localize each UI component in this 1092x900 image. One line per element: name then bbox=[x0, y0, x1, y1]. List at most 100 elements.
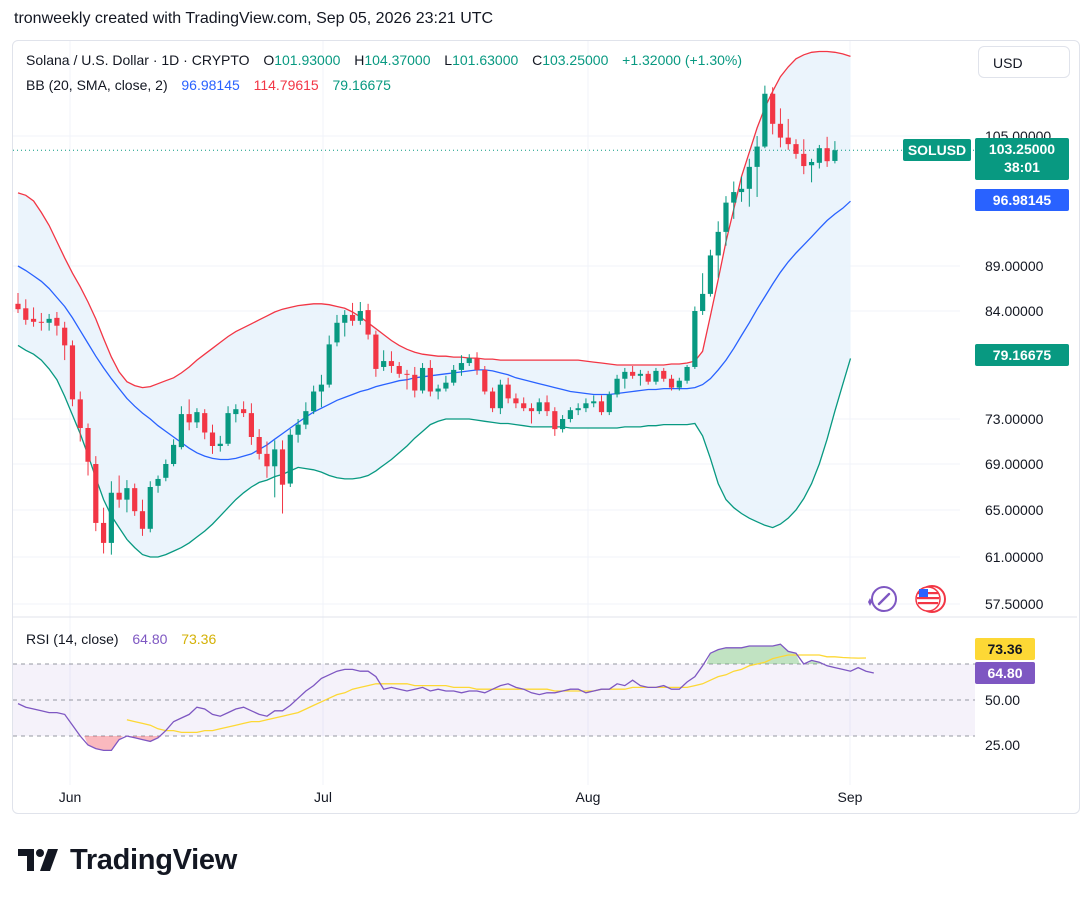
rsi-badge: 64.80 bbox=[975, 662, 1035, 684]
x-tick-label: Aug bbox=[576, 789, 601, 805]
y-tick-label: 73.00000 bbox=[985, 411, 1044, 427]
bb-lower-badge-bg bbox=[975, 344, 1069, 366]
candle-body bbox=[217, 443, 223, 446]
candle-body bbox=[209, 432, 216, 446]
rsi-ma-badge-text: 73.36 bbox=[987, 641, 1022, 657]
rsi-tick-label: 50.00 bbox=[985, 692, 1020, 708]
y-tick-label: 61.00000 bbox=[985, 549, 1044, 565]
candle-body bbox=[186, 414, 192, 423]
low-value: 101.63000 bbox=[452, 52, 519, 68]
rsi-ma-value: 73.36 bbox=[181, 631, 217, 647]
close-value: 103.25000 bbox=[542, 52, 609, 68]
bb-basis-line bbox=[17, 200, 851, 461]
bb-basis-badge-bg bbox=[975, 189, 1069, 211]
high-value: 104.37000 bbox=[364, 52, 431, 68]
bb-basis-badge: 96.98145 bbox=[975, 189, 1069, 211]
candle-body bbox=[373, 334, 379, 369]
candle-body bbox=[435, 388, 441, 392]
rsi-badge-bg bbox=[975, 662, 1035, 684]
last-price-badge-bg bbox=[975, 138, 1069, 180]
bb-label[interactable]: BB (20, SMA, close, 2) bbox=[26, 77, 168, 93]
candle-body bbox=[707, 255, 714, 294]
candle-body bbox=[451, 369, 457, 383]
last-price-badge-text: 103.25000 bbox=[989, 141, 1055, 157]
candle-body bbox=[489, 391, 496, 409]
tradingview-wordmark: TradingView bbox=[70, 843, 237, 876]
candle-body bbox=[552, 411, 558, 430]
candle-body bbox=[684, 366, 690, 381]
candle-body bbox=[163, 464, 169, 478]
currency-button[interactable]: USD bbox=[978, 46, 1070, 78]
candle-body bbox=[653, 370, 659, 382]
candle-body bbox=[793, 144, 799, 154]
rsi-value: 64.80 bbox=[132, 631, 168, 647]
candle-body bbox=[746, 166, 752, 189]
y-tick-label: 57.50000 bbox=[985, 596, 1044, 612]
us-flag-icon[interactable] bbox=[910, 583, 950, 620]
candle-body bbox=[676, 380, 682, 388]
candle-body bbox=[770, 93, 776, 124]
candle-body bbox=[233, 409, 239, 415]
rsi-tick-label: 25.00 bbox=[985, 737, 1020, 753]
tradingview-logo-icon bbox=[18, 849, 58, 871]
candle-body bbox=[505, 384, 511, 399]
candle-body bbox=[832, 150, 838, 161]
candle-body bbox=[155, 478, 161, 486]
bb-fill bbox=[18, 51, 851, 557]
candle-body bbox=[139, 511, 146, 529]
candle-body bbox=[645, 373, 651, 382]
candle-body bbox=[575, 408, 581, 411]
candle-body bbox=[497, 384, 503, 409]
candle-body bbox=[412, 374, 418, 391]
candle-body bbox=[606, 394, 612, 413]
candle-body bbox=[560, 419, 566, 430]
candle-body bbox=[801, 153, 807, 167]
candle-body bbox=[311, 391, 317, 412]
x-tick-label: Jun bbox=[59, 789, 82, 805]
candle-body bbox=[668, 378, 675, 388]
rsi-label[interactable]: RSI (14, close) bbox=[26, 631, 119, 647]
candle-body bbox=[171, 444, 177, 464]
candle-body bbox=[816, 148, 822, 163]
candle-body bbox=[124, 488, 130, 500]
candle-body bbox=[731, 192, 737, 203]
candle-body bbox=[108, 492, 114, 543]
candle-body bbox=[567, 410, 573, 419]
bb-upper-value: 114.79615 bbox=[253, 77, 319, 93]
bb-lower-value: 79.16675 bbox=[332, 77, 391, 93]
candle-body bbox=[723, 202, 729, 232]
rsi-ma-line bbox=[126, 654, 867, 734]
candle-body bbox=[318, 384, 325, 392]
rsi-ma-badge: 73.36 bbox=[975, 638, 1035, 660]
candle-body bbox=[357, 311, 363, 321]
candle-body bbox=[785, 137, 791, 145]
candle-body bbox=[15, 303, 21, 310]
bb-lower-badge-text: 79.16675 bbox=[993, 347, 1052, 363]
candle-body bbox=[287, 434, 293, 484]
candle-body bbox=[443, 382, 449, 389]
candle-body bbox=[116, 492, 122, 500]
rsi-ma-badge-bg bbox=[975, 638, 1035, 660]
candle-body bbox=[303, 411, 309, 425]
candle-body bbox=[147, 487, 153, 529]
symbol-badge-bg bbox=[903, 139, 971, 161]
y-tick-label: 69.00000 bbox=[985, 456, 1044, 472]
rsi-line bbox=[17, 643, 874, 752]
x-tick-label: Jul bbox=[314, 789, 332, 805]
low-label: L bbox=[444, 52, 453, 68]
candle-body bbox=[583, 403, 589, 409]
candle-body bbox=[544, 402, 550, 412]
candle-body bbox=[474, 358, 480, 370]
close-label: C bbox=[532, 52, 543, 68]
tradingview-logo[interactable]: TradingView bbox=[18, 842, 237, 878]
candle-body bbox=[326, 344, 332, 385]
x-tick-label: Sep bbox=[838, 789, 863, 805]
candle-body bbox=[458, 363, 465, 370]
symbol-name[interactable]: Solana / U.S. Dollar · 1D · CRYPTO bbox=[26, 52, 250, 68]
candle-body bbox=[528, 408, 535, 412]
candle-body bbox=[754, 146, 760, 167]
candle-body bbox=[30, 318, 37, 322]
magic-wand-icon[interactable] bbox=[862, 584, 900, 619]
rsi-overbought-fill bbox=[706, 644, 824, 664]
